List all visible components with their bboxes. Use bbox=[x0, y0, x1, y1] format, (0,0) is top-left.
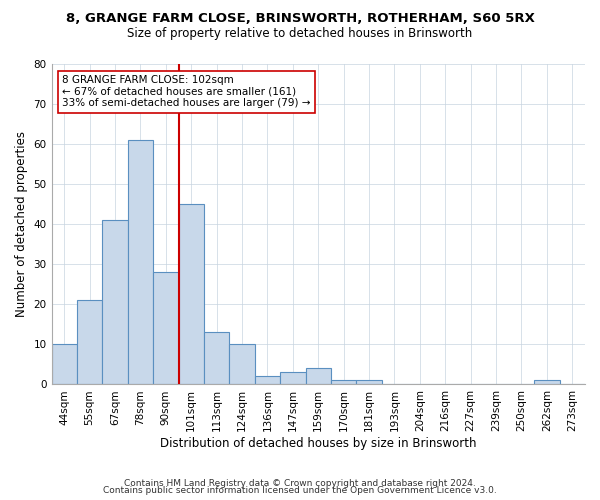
Bar bbox=[534, 380, 560, 384]
Text: Size of property relative to detached houses in Brinsworth: Size of property relative to detached ho… bbox=[127, 28, 473, 40]
Bar bbox=[305, 368, 331, 384]
Bar bbox=[179, 204, 204, 384]
Bar bbox=[229, 344, 255, 385]
Bar bbox=[52, 344, 77, 385]
Bar bbox=[280, 372, 305, 384]
Bar bbox=[77, 300, 103, 384]
Bar bbox=[356, 380, 382, 384]
Y-axis label: Number of detached properties: Number of detached properties bbox=[15, 131, 28, 317]
X-axis label: Distribution of detached houses by size in Brinsworth: Distribution of detached houses by size … bbox=[160, 437, 476, 450]
Bar bbox=[103, 220, 128, 384]
Bar bbox=[331, 380, 356, 384]
Bar bbox=[255, 376, 280, 384]
Bar bbox=[153, 272, 179, 384]
Text: Contains public sector information licensed under the Open Government Licence v3: Contains public sector information licen… bbox=[103, 486, 497, 495]
Bar bbox=[204, 332, 229, 384]
Text: 8, GRANGE FARM CLOSE, BRINSWORTH, ROTHERHAM, S60 5RX: 8, GRANGE FARM CLOSE, BRINSWORTH, ROTHER… bbox=[65, 12, 535, 26]
Bar bbox=[128, 140, 153, 384]
Text: Contains HM Land Registry data © Crown copyright and database right 2024.: Contains HM Land Registry data © Crown c… bbox=[124, 478, 476, 488]
Text: 8 GRANGE FARM CLOSE: 102sqm
← 67% of detached houses are smaller (161)
33% of se: 8 GRANGE FARM CLOSE: 102sqm ← 67% of det… bbox=[62, 75, 311, 108]
